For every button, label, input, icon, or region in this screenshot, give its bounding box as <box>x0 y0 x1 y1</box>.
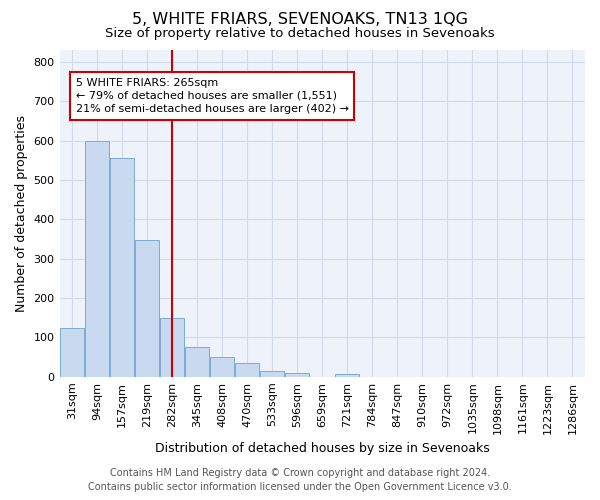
Bar <box>185 348 209 377</box>
Bar <box>85 140 109 377</box>
Text: Contains HM Land Registry data © Crown copyright and database right 2024.
Contai: Contains HM Land Registry data © Crown c… <box>88 468 512 492</box>
Bar <box>235 363 259 377</box>
Y-axis label: Number of detached properties: Number of detached properties <box>15 115 28 312</box>
Bar <box>110 158 134 377</box>
Text: 5 WHITE FRIARS: 265sqm
← 79% of detached houses are smaller (1,551)
21% of semi-: 5 WHITE FRIARS: 265sqm ← 79% of detached… <box>76 78 349 114</box>
Bar <box>60 328 84 377</box>
Text: Size of property relative to detached houses in Sevenoaks: Size of property relative to detached ho… <box>105 28 495 40</box>
Bar <box>335 374 359 377</box>
Bar <box>286 373 309 377</box>
Bar <box>260 371 284 377</box>
Text: 5, WHITE FRIARS, SEVENOAKS, TN13 1QG: 5, WHITE FRIARS, SEVENOAKS, TN13 1QG <box>132 12 468 28</box>
Bar <box>210 357 234 377</box>
Bar <box>135 240 159 377</box>
X-axis label: Distribution of detached houses by size in Sevenoaks: Distribution of detached houses by size … <box>155 442 490 455</box>
Bar <box>160 318 184 377</box>
